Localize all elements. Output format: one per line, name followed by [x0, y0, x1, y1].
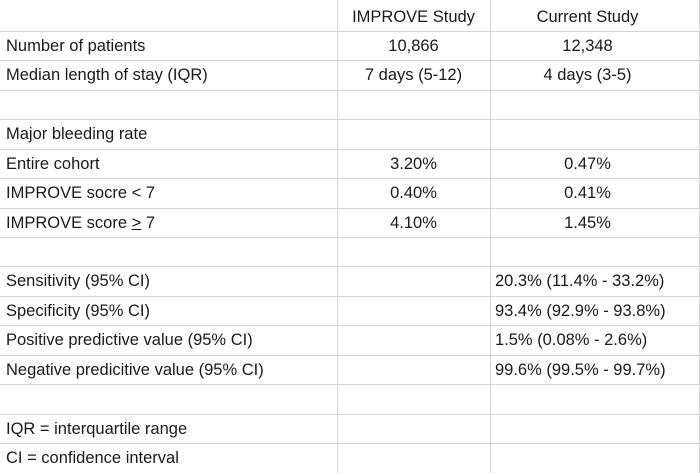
row-label: Major bleeding rate — [6, 125, 148, 143]
row-divider — [0, 31, 700, 32]
row-label — [6, 385, 326, 414]
row-label-suffix: 7 — [141, 214, 156, 232]
improve-value — [337, 267, 490, 296]
footnote-ci: CI = confidence interval — [6, 449, 179, 467]
row-label-prefix: IMPROVE score — [6, 214, 132, 232]
table-row: Specificity (95% CI) 93.4% (92.9% - 93.8… — [0, 297, 700, 326]
current-value — [490, 415, 685, 444]
current-value — [490, 91, 685, 120]
improve-value — [337, 326, 490, 355]
table-row: Number of patients 10,866 12,348 — [0, 32, 700, 61]
row-label: Entire cohort — [6, 155, 100, 173]
improve-value — [337, 91, 490, 120]
improve-value — [337, 120, 490, 149]
current-value: 99.6% (99.5% - 99.7%) — [495, 361, 666, 379]
table-row: Entire cohort 3.20% 0.47% — [0, 150, 700, 179]
current-value — [490, 385, 685, 414]
table-row — [0, 91, 700, 120]
row-label: Sensitivity (95% CI) — [6, 272, 150, 290]
row-divider — [0, 296, 700, 297]
row-divider — [0, 266, 700, 267]
row-divider — [0, 208, 700, 209]
row-divider — [0, 119, 700, 120]
table-row: IMPROVE socre < 7 0.40% 0.41% — [0, 179, 700, 208]
table-row: IMPROVE score > 7 4.10% 1.45% — [0, 209, 700, 238]
improve-value: 0.40% — [390, 184, 437, 202]
improve-value — [337, 238, 490, 267]
column-divider — [490, 0, 491, 473]
row-label: Positive predictive value (95% CI) — [6, 331, 253, 349]
improve-value: 10,866 — [388, 37, 439, 55]
row-divider — [0, 90, 700, 91]
row-divider — [0, 414, 700, 415]
row-divider — [0, 178, 700, 179]
improve-value — [337, 356, 490, 385]
greater-or-equal-symbol: > — [131, 214, 142, 232]
current-value: 1.5% (0.08% - 2.6%) — [495, 331, 648, 349]
header-improve-study: IMPROVE Study — [352, 8, 475, 26]
row-label — [6, 91, 326, 120]
row-label: IMPROVE score > 7 — [6, 209, 326, 238]
current-value — [490, 120, 685, 149]
row-divider — [0, 384, 700, 385]
table-row: Median length of stay (IQR) 7 days (5-12… — [0, 61, 700, 90]
current-value: 0.47% — [564, 155, 611, 173]
row-divider — [0, 443, 700, 444]
row-label: Specificity (95% CI) — [6, 302, 150, 320]
improve-value: 3.20% — [390, 155, 437, 173]
current-value: 4 days (3-5) — [543, 66, 632, 84]
current-value: 1.45% — [564, 214, 611, 232]
footnote-iqr: IQR = interquartile range — [6, 420, 188, 438]
row-divider — [0, 355, 700, 356]
row-label: IMPROVE socre < 7 — [6, 184, 156, 202]
table-row: Major bleeding rate — [0, 120, 700, 149]
current-value: 0.41% — [564, 184, 611, 202]
header-current-study: Current Study — [536, 8, 639, 26]
column-divider — [337, 0, 338, 473]
footnote-row: IQR = interquartile range — [0, 415, 700, 444]
table-row: Positive predictive value (95% CI) 1.5% … — [0, 326, 700, 355]
row-label: Negative predicitive value (95% CI) — [6, 361, 264, 379]
improve-value — [337, 385, 490, 414]
row-label: Number of patients — [6, 37, 146, 55]
header-label — [6, 3, 326, 32]
header-row: IMPROVE Study Current Study — [0, 3, 700, 32]
row-divider — [0, 325, 700, 326]
improve-value — [337, 444, 490, 473]
improve-value — [337, 297, 490, 326]
row-divider — [0, 149, 700, 150]
current-value: 12,348 — [562, 37, 613, 55]
row-divider — [0, 237, 700, 238]
row-divider — [0, 60, 700, 61]
footnote-row: CI = confidence interval — [0, 444, 700, 473]
current-value: 93.4% (92.9% - 93.8%) — [495, 302, 666, 320]
current-value — [490, 444, 685, 473]
table-row: Sensitivity (95% CI) 20.3% (11.4% - 33.2… — [0, 267, 700, 296]
table-row: Negative predicitive value (95% CI) 99.6… — [0, 356, 700, 385]
improve-value — [337, 415, 490, 444]
current-value: 20.3% (11.4% - 33.2%) — [495, 272, 665, 290]
table-row — [0, 385, 700, 414]
row-label — [6, 238, 326, 267]
improve-value: 7 days (5-12) — [364, 66, 463, 84]
table-row — [0, 238, 700, 267]
current-value — [490, 238, 685, 267]
row-label: Median length of stay (IQR) — [6, 66, 208, 84]
improve-value: 4.10% — [390, 214, 437, 232]
